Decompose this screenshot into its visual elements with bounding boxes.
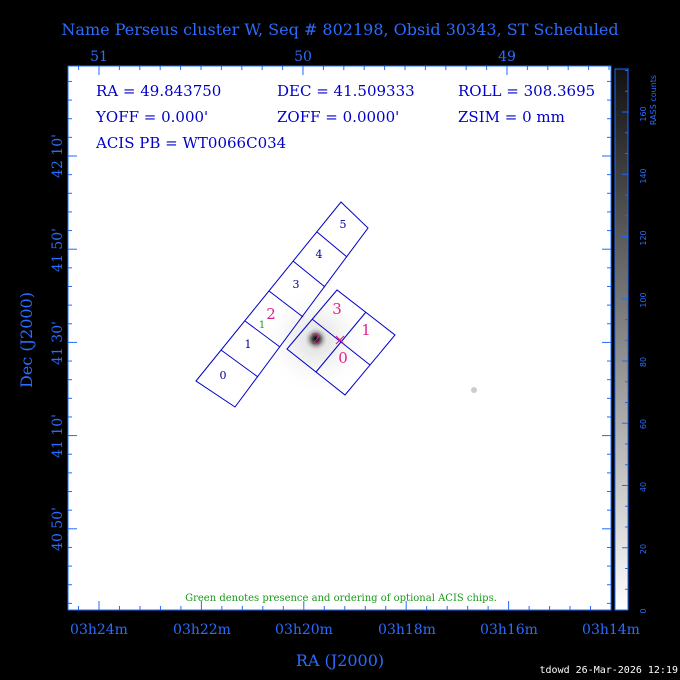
colorbar-tick-label: 140 — [639, 168, 648, 183]
roll-readout: ROLL = 308.3695 — [458, 82, 595, 100]
top-tick-label: 51 — [90, 49, 108, 65]
left-tick-label: 40 50' — [50, 507, 66, 551]
optional-chip-marker: 1 — [259, 320, 265, 331]
colorbar-ticks — [622, 70, 628, 611]
bottom-tick-label: 03h14m — [582, 622, 640, 638]
chip-divider — [315, 311, 367, 373]
chip-divider — [268, 290, 304, 318]
plot-frame — [67, 65, 612, 611]
aimpoint-marker — [335, 335, 345, 345]
acis-s-array — [195, 201, 369, 408]
bottom-tick-label: 03h22m — [173, 622, 231, 638]
i-chip-label: 3 — [332, 300, 342, 318]
colorbar-tick-label: 80 — [639, 357, 648, 367]
colorbar-tick-label: 20 — [639, 544, 648, 554]
x-axis-title: RA (J2000) — [296, 651, 384, 670]
yoff-readout: YOFF = 0.000' — [95, 108, 208, 126]
chart-title: Name Perseus cluster W, Seq # 802198, Ob… — [61, 20, 618, 39]
colorbar-tick-label: 60 — [639, 419, 648, 429]
i-chip-label: 0 — [338, 349, 348, 367]
dec-readout: DEC = 41.509333 — [277, 82, 415, 100]
s-chip-label: 4 — [316, 248, 323, 261]
colorbar-frame — [614, 68, 629, 611]
faint-source — [471, 387, 477, 393]
chip-divider — [244, 320, 281, 348]
colorbar-tick-label: 120 — [639, 230, 648, 245]
top-tick-label: 49 — [498, 49, 516, 65]
acis-s-outline — [195, 201, 369, 408]
s-chip-label: 0 — [220, 369, 227, 382]
acis-i-array — [286, 289, 396, 396]
top-tick-label: 50 — [294, 49, 312, 65]
chip-divider — [316, 231, 348, 258]
optional-chips-note: Green denotes presence and ordering of o… — [185, 593, 497, 604]
colorbar-tick-label: 100 — [639, 292, 648, 307]
s-chip-label: 1 — [245, 338, 252, 351]
acis-pb-readout: ACIS PB = WT0066C034 — [95, 134, 286, 152]
i-chip-label: 1 — [361, 321, 371, 339]
y-axis-title: Dec (J2000) — [17, 292, 36, 388]
zoff-readout: ZOFF = 0.0000' — [277, 108, 399, 126]
colorbar-tick-label: 160 — [639, 106, 648, 121]
bottom-tick-label: 03h16m — [480, 622, 538, 638]
colorbar — [615, 69, 628, 610]
i-chip-label: 2 — [311, 330, 321, 348]
bottom-tick-label: 03h20m — [275, 622, 333, 638]
colorbar-title: RASS counts — [649, 75, 658, 125]
colorbar-tick-label: 40 — [639, 482, 648, 492]
footer-stamp: tdowd 26-Mar-2026 12:19 — [540, 665, 678, 676]
s-chip-label: 2 — [266, 305, 276, 323]
left-tick-label: 41 10' — [50, 414, 66, 458]
bright-source — [303, 326, 329, 352]
bottom-tick-label: 03h24m — [70, 622, 128, 638]
left-tick-label: 41 50' — [50, 228, 66, 272]
ra-readout: RA = 49.843750 — [96, 82, 221, 100]
bottom-tick-label: 03h18m — [378, 622, 436, 638]
s-chip-label: 3 — [293, 278, 300, 291]
zsim-readout: ZSIM = 0 mm — [458, 108, 565, 126]
colorbar-tick-label: 0 — [639, 608, 648, 613]
left-tick-label: 42 10' — [50, 134, 66, 178]
axis-ticks — [68, 66, 612, 610]
chip-divider — [292, 260, 326, 288]
acis-i-outline — [286, 289, 396, 396]
s-chip-label: 5 — [340, 218, 347, 231]
chip-divider — [220, 349, 259, 378]
left-tick-label: 41 30' — [50, 321, 66, 365]
